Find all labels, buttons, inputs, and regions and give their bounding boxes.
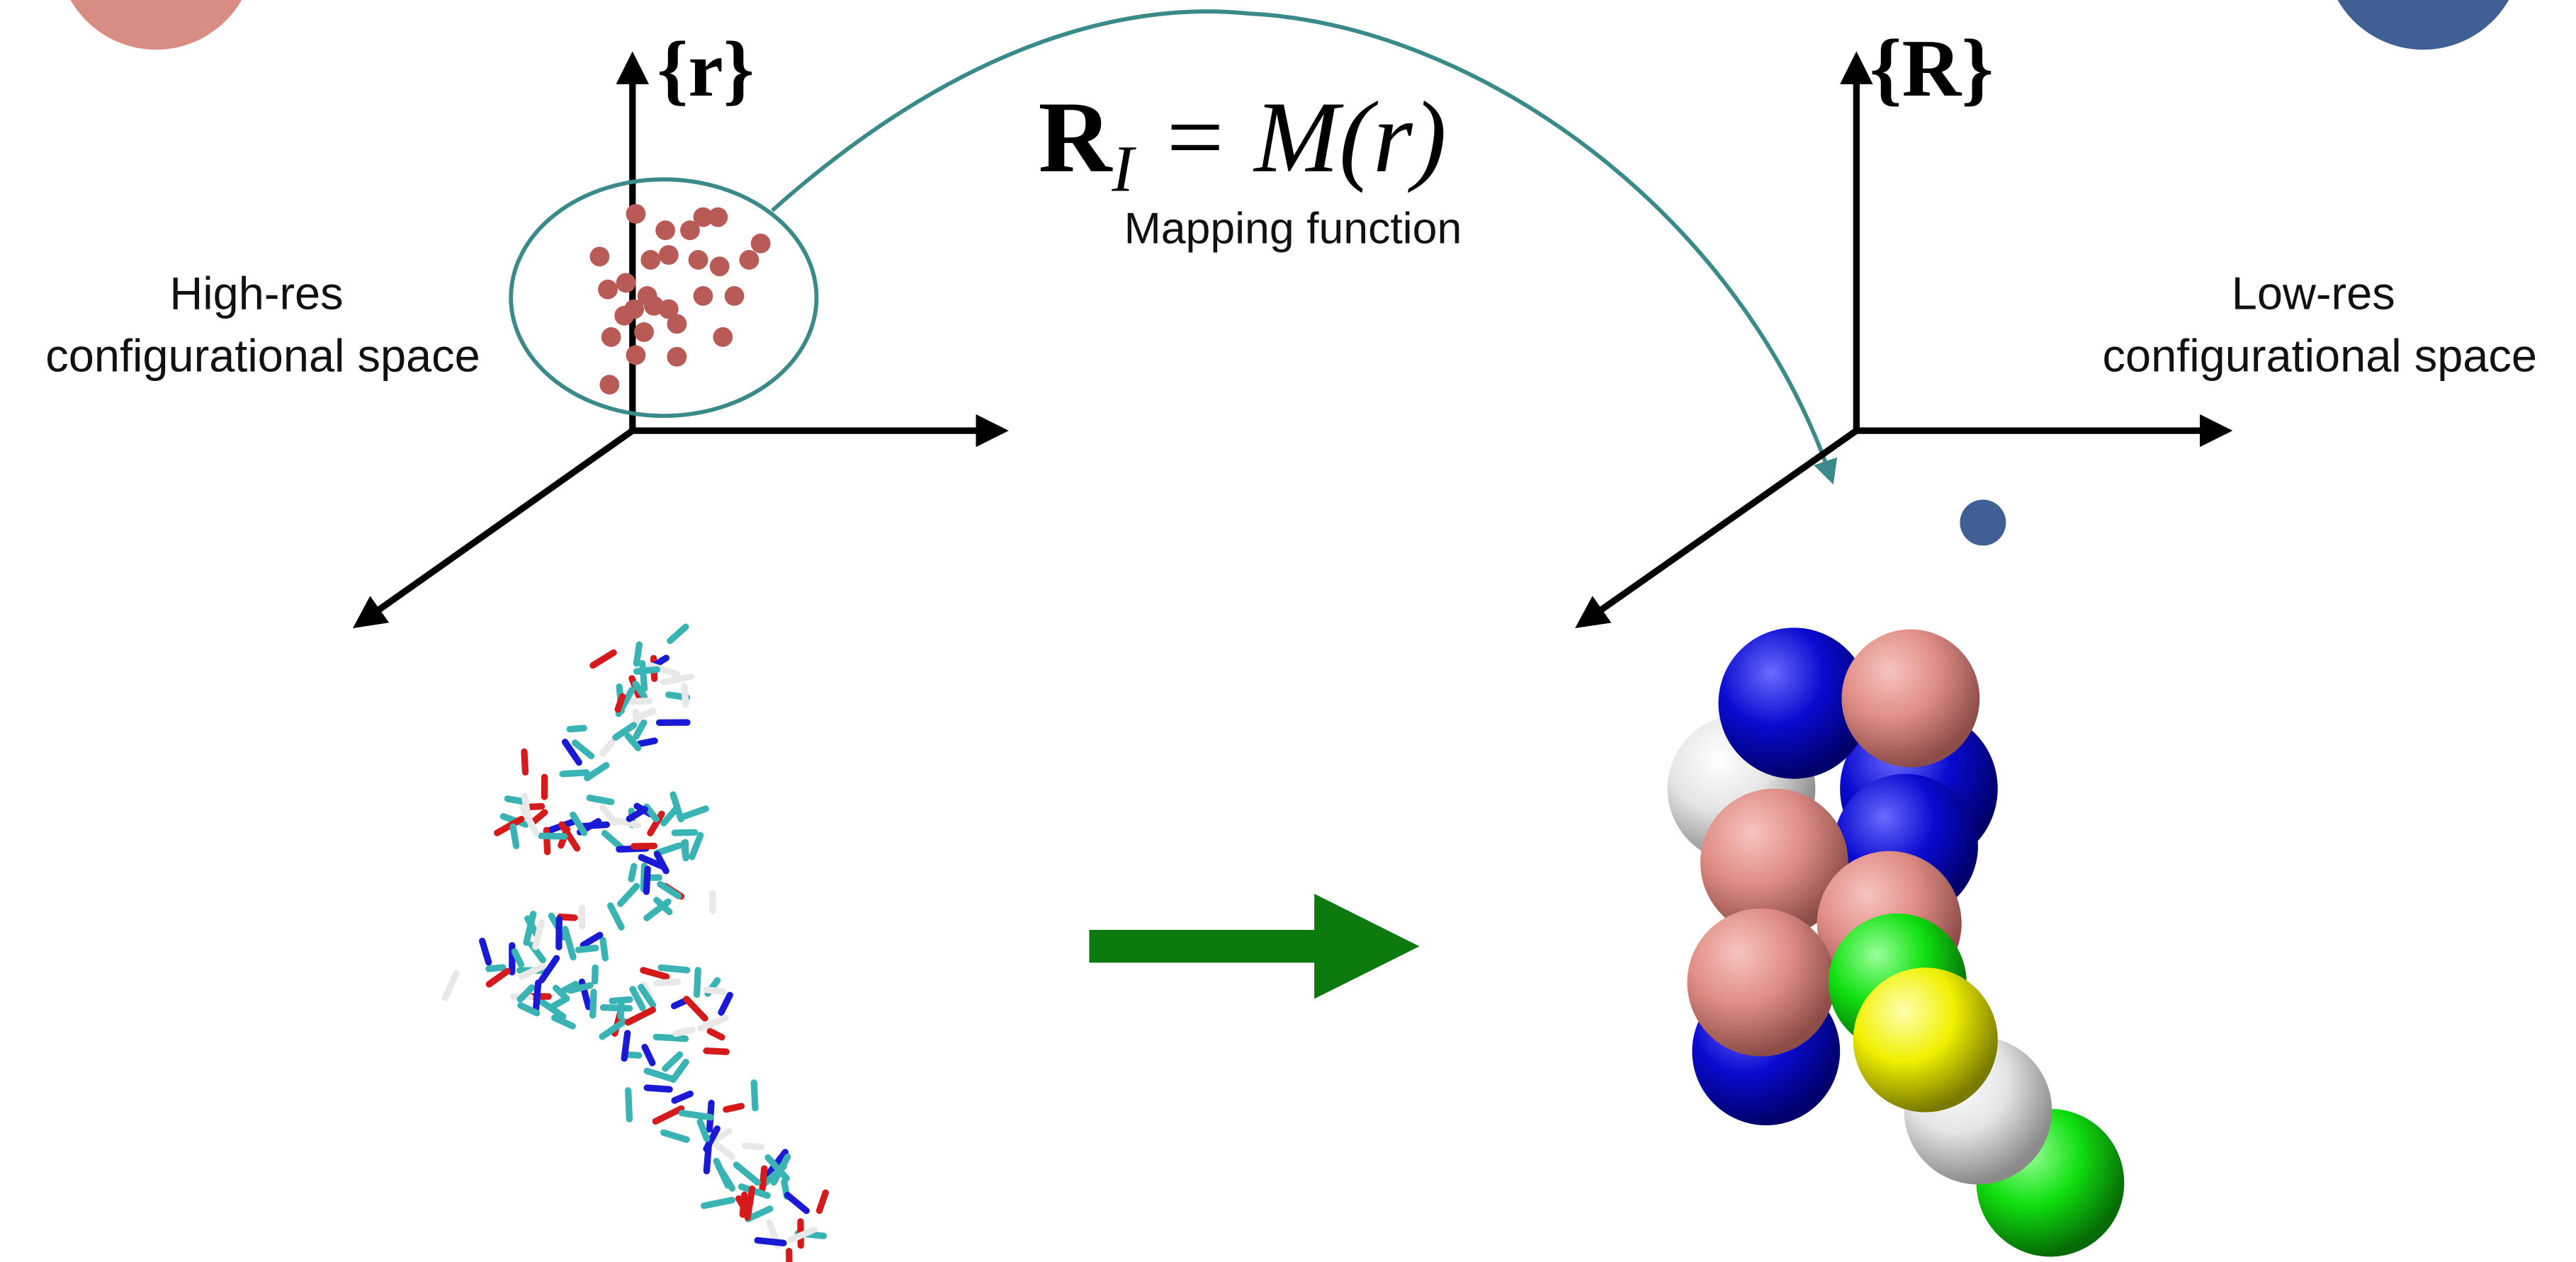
bond bbox=[489, 972, 507, 984]
bond bbox=[532, 812, 544, 823]
bond bbox=[612, 999, 630, 1001]
bond bbox=[674, 1094, 690, 1101]
bond bbox=[604, 834, 621, 848]
bond bbox=[706, 990, 723, 992]
sample-ellipse bbox=[511, 179, 816, 416]
corner-blob bbox=[57, 0, 254, 50]
bond bbox=[629, 701, 650, 702]
bond bbox=[655, 1108, 681, 1121]
bond bbox=[747, 1189, 752, 1217]
bond bbox=[640, 741, 655, 744]
atomistic-molecule bbox=[446, 627, 826, 1262]
mapped-point bbox=[1960, 499, 2006, 545]
bond bbox=[603, 940, 605, 957]
bond bbox=[757, 1240, 784, 1243]
axis-label: {r} bbox=[657, 26, 755, 113]
bond bbox=[687, 999, 705, 1018]
bond bbox=[820, 1193, 826, 1210]
bond bbox=[611, 906, 621, 927]
bond bbox=[575, 743, 592, 756]
bond bbox=[657, 982, 678, 983]
bond bbox=[754, 1083, 755, 1108]
bond bbox=[726, 1106, 742, 1110]
corner-blob bbox=[2324, 0, 2521, 50]
bond bbox=[684, 843, 686, 858]
bond bbox=[563, 773, 587, 774]
bond bbox=[589, 798, 611, 802]
axis-label: {R} bbox=[1870, 23, 1994, 114]
diagram: {r} High-res configurational space RI= M… bbox=[0, 0, 2576, 1262]
bond bbox=[643, 664, 645, 689]
space-caption: High-res configurational space bbox=[45, 268, 480, 382]
bond bbox=[513, 826, 516, 846]
bond bbox=[603, 807, 615, 822]
bond bbox=[762, 1169, 764, 1189]
bond bbox=[631, 866, 634, 879]
bond bbox=[524, 751, 526, 772]
bond bbox=[570, 728, 584, 729]
bond bbox=[647, 1071, 673, 1079]
bond bbox=[674, 832, 694, 833]
bond bbox=[628, 1010, 653, 1023]
bond bbox=[595, 968, 596, 982]
bond bbox=[565, 929, 573, 957]
bond bbox=[587, 766, 606, 778]
bond bbox=[578, 948, 596, 950]
bond bbox=[489, 967, 503, 969]
bond bbox=[514, 952, 521, 965]
bond bbox=[646, 869, 648, 892]
bond bbox=[696, 970, 698, 995]
bond bbox=[710, 1031, 722, 1037]
bond bbox=[692, 835, 701, 857]
bond bbox=[736, 1165, 757, 1183]
bond bbox=[560, 917, 575, 918]
bond bbox=[618, 697, 622, 710]
bond bbox=[628, 1091, 630, 1119]
bond bbox=[640, 711, 653, 716]
bond bbox=[645, 1047, 653, 1063]
bond bbox=[681, 809, 706, 817]
bond bbox=[704, 1200, 733, 1206]
bond bbox=[700, 1122, 707, 1139]
bond bbox=[643, 970, 667, 977]
bond bbox=[536, 983, 538, 1009]
page: {"left_space": {"axis_label": "{r}", "ca… bbox=[0, 0, 2576, 1262]
bond bbox=[791, 1229, 814, 1239]
bond bbox=[684, 686, 686, 705]
bond bbox=[706, 1051, 726, 1052]
bond bbox=[716, 1144, 733, 1156]
bond bbox=[583, 824, 606, 826]
bond bbox=[482, 941, 489, 962]
transform-arrow bbox=[1089, 894, 1419, 999]
bond bbox=[664, 1132, 687, 1139]
bond bbox=[583, 935, 600, 945]
bond bbox=[663, 676, 691, 682]
bond bbox=[665, 1054, 680, 1069]
bond bbox=[721, 995, 730, 1013]
bond bbox=[745, 1146, 761, 1147]
bond bbox=[536, 923, 541, 947]
mapping-equation: RI= M(r) bbox=[1039, 81, 1447, 206]
bond bbox=[670, 627, 686, 641]
sample-points bbox=[589, 204, 770, 394]
bond bbox=[657, 846, 679, 853]
bond bbox=[676, 1030, 692, 1033]
bond bbox=[636, 644, 639, 663]
bond bbox=[788, 1195, 807, 1211]
bond bbox=[656, 1037, 685, 1038]
mapping-caption: Mapping function bbox=[1124, 204, 1462, 254]
bond bbox=[593, 992, 594, 1016]
bond bbox=[621, 886, 637, 904]
bond bbox=[682, 1113, 711, 1118]
space-caption: Low-res configurational space bbox=[2103, 268, 2537, 382]
coarse-grained-molecule bbox=[1668, 627, 2125, 1256]
bond bbox=[555, 1018, 573, 1026]
bond bbox=[593, 653, 614, 666]
bond bbox=[647, 1088, 670, 1089]
bond bbox=[661, 967, 687, 970]
bond bbox=[552, 999, 565, 1006]
bond bbox=[624, 1033, 628, 1059]
bond bbox=[603, 742, 612, 754]
bond bbox=[446, 973, 456, 998]
